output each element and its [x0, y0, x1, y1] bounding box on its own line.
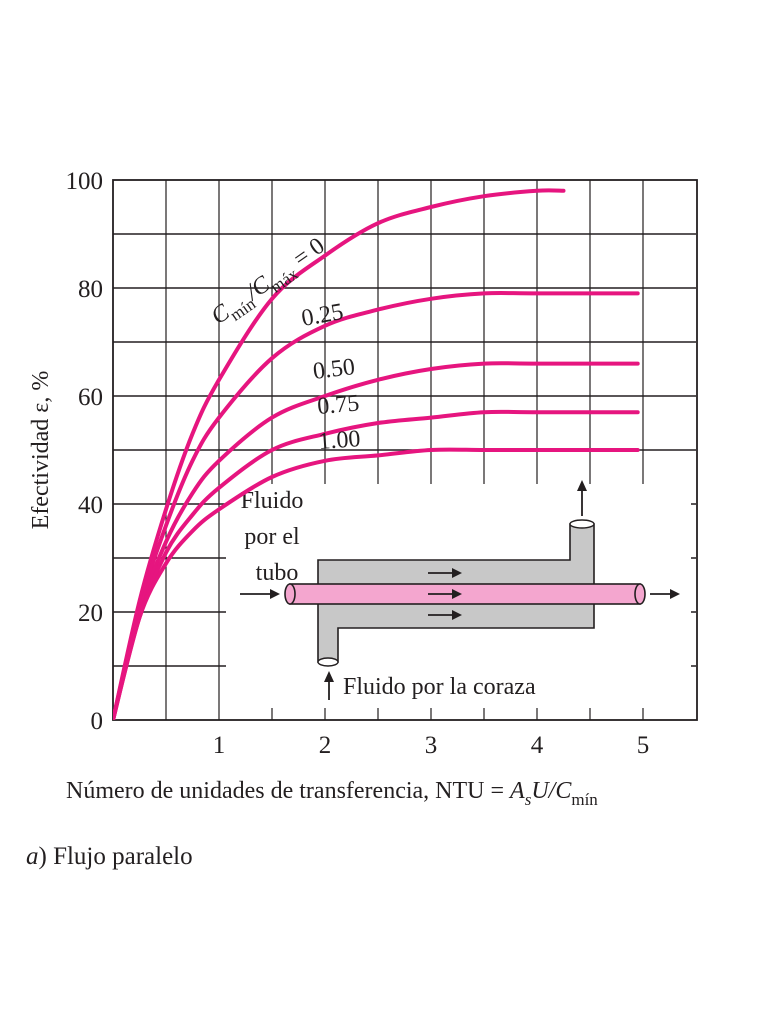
- shell-fluid-label: Fluido por la coraza: [343, 674, 536, 700]
- heat-exchanger-inset: Fluido por el tubo Fluido por la coraza: [226, 480, 691, 708]
- shell-inlet-arrowhead: [324, 671, 334, 682]
- shell-inlet-nozzle: [317, 657, 339, 667]
- flow-arrowhead-tube: [452, 589, 462, 599]
- label-050: 0.50: [312, 354, 357, 385]
- y-tick-80: 80: [78, 276, 103, 303]
- plot-frame: [112, 179, 698, 721]
- curve-ratio-075: [113, 409, 640, 720]
- label-075: 0.75: [316, 390, 360, 420]
- label-025: 0.25: [300, 299, 346, 332]
- x-tick-5: 5: [637, 732, 650, 759]
- x-axis-label-s: s: [525, 790, 532, 809]
- curve-ratio-050: [113, 361, 640, 720]
- tube-fluid-label-1: Fluido: [241, 488, 304, 514]
- shell-outlet-nozzle: [569, 519, 595, 529]
- tube-outlet-arrowhead: [670, 589, 680, 599]
- y-tick-0: 0: [91, 708, 104, 735]
- y-tick-60: 60: [78, 384, 103, 411]
- tube-fluid-label-3: tubo: [256, 560, 299, 586]
- caption-text: ) Flujo paralelo: [39, 843, 193, 870]
- y-tick-100: 100: [66, 168, 104, 195]
- curve-ratio-0: [113, 188, 566, 720]
- x-axis-label-a: A: [508, 778, 525, 804]
- tube-outlet-end: [634, 583, 646, 605]
- flow-arrowhead-shell-bottom: [452, 610, 462, 620]
- caption-letter: a: [26, 843, 39, 870]
- curves: [113, 188, 640, 720]
- curve-ratio-100: [113, 447, 640, 720]
- curve-ratio-025: [113, 291, 640, 720]
- tube-inlet-end: [284, 583, 296, 605]
- y-tick-40: 40: [78, 492, 103, 519]
- y-tick-labels: 0 20 40 60 80 100: [66, 168, 104, 735]
- x-axis-label: Número de unidades de transferencia, NTU…: [66, 778, 598, 809]
- x-tick-labels: 1 2 3 4 5: [213, 732, 650, 759]
- caption: a) Flujo paralelo: [26, 843, 193, 870]
- tube-fluid-label-2: por el: [244, 524, 300, 550]
- y-tick-20: 20: [78, 600, 103, 627]
- x-tick-4: 4: [531, 732, 544, 759]
- tube-body: [289, 583, 641, 605]
- x-axis-label-uc: U/C: [531, 778, 572, 804]
- y-axis-label: Efectividad ε, %: [28, 371, 54, 530]
- shell-outlet-arrowhead: [577, 480, 587, 491]
- tube-inlet-arrowhead: [270, 589, 280, 599]
- label-100: 1.00: [318, 426, 362, 455]
- x-tick-2: 2: [319, 732, 332, 759]
- x-tick-3: 3: [425, 732, 438, 759]
- x-axis-label-text: Número de unidades de transferencia, NTU…: [66, 778, 510, 804]
- curve-labels: Cmín/Cmáx = 0 0.25 0.50 0.75 1.00: [207, 233, 362, 455]
- flow-arrowhead-shell-top: [452, 568, 462, 578]
- x-tick-1: 1: [213, 732, 226, 759]
- x-axis-label-sub: mín: [571, 790, 598, 809]
